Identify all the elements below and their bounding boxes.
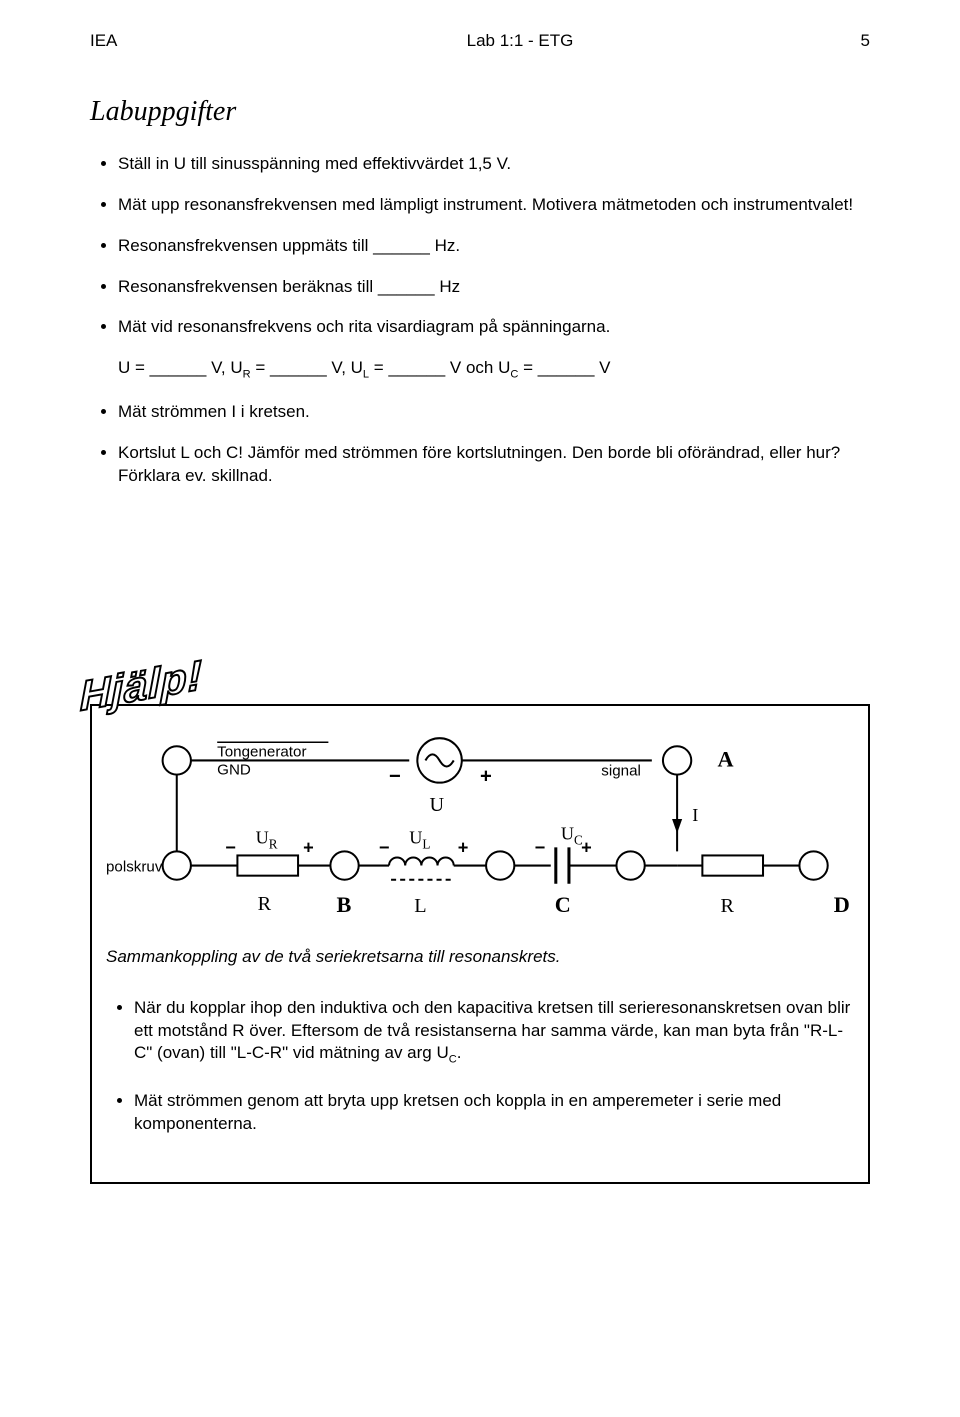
header-left: IEA (90, 30, 210, 53)
minus-label: − (389, 766, 401, 788)
text: . (457, 1043, 462, 1062)
header-center: Lab 1:1 - ETG (210, 30, 830, 53)
section-title: Labuppgifter (90, 93, 870, 131)
tongenerator-label: Tongenerator (217, 744, 306, 761)
task-item: Resonansfrekvensen uppmäts till ______ H… (118, 235, 870, 258)
I-label: I (692, 806, 698, 826)
U-label: U (429, 794, 444, 816)
plus-label: + (303, 838, 314, 858)
task-list: Ställ in U till sinusspänning med effekt… (90, 153, 870, 340)
diagram-caption: Sammankoppling av de två seriekretsarna … (106, 946, 854, 969)
help-item: När du kopplar ihop den induktiva och de… (134, 997, 854, 1068)
L-label: L (414, 896, 426, 918)
R-label: R (258, 893, 272, 915)
task-item: Mät strömmen I i kretsen. (118, 401, 870, 424)
polskruv-label: polskruv (106, 859, 163, 876)
header-page-number: 5 (830, 30, 870, 53)
task-item: Ställ in U till sinusspänning med effekt… (118, 153, 870, 176)
node-A-label: A (718, 747, 734, 772)
plus-label: + (480, 766, 492, 788)
signal-label: signal (601, 763, 641, 780)
measurement-line: U = ______ V, UR = ______ V, UL = ______… (118, 357, 870, 382)
task-item: Mät vid resonansfrekvens och rita visard… (118, 316, 870, 339)
node-D-label: D (834, 893, 850, 918)
UL-label: UL (409, 828, 430, 852)
task-item: Resonansfrekvensen beräknas till ______ … (118, 276, 870, 299)
page-header: IEA Lab 1:1 - ETG 5 (90, 30, 870, 53)
circuit-diagram: Tongenerator GND − + U signal A I (106, 720, 854, 932)
page: IEA Lab 1:1 - ETG 5 Labuppgifter Ställ i… (0, 0, 960, 1417)
plus-label: + (458, 838, 469, 858)
R-label: R (721, 896, 735, 918)
help-list: När du kopplar ihop den induktiva och de… (106, 997, 854, 1136)
minus-label: − (535, 838, 546, 858)
text: Mät strömmen genom att bryta upp kretsen… (134, 1091, 781, 1133)
minus-label: − (225, 838, 236, 858)
subscript: R (243, 369, 251, 381)
task-item: Kortslut L och C! Jämför med strömmen fö… (118, 442, 870, 488)
task-item: Mät upp resonansfrekvensen med lämpligt … (118, 194, 870, 217)
minus-label: − (379, 838, 390, 858)
text: När du kopplar ihop den induktiva och de… (134, 998, 850, 1063)
text: U = ______ V, U (118, 358, 243, 377)
gnd-label: GND (217, 762, 251, 779)
UC-label: UC (561, 824, 583, 848)
plus-label: + (581, 838, 592, 858)
UR-label: UR (256, 828, 278, 852)
node-B-label: B (336, 893, 351, 918)
task-list-2: Mät strömmen I i kretsen. Kortslut L och… (90, 401, 870, 488)
help-item: Mät strömmen genom att bryta upp kretsen… (134, 1090, 854, 1136)
subscript: C (449, 1054, 457, 1066)
diagram-container: Tongenerator GND − + U signal A I (90, 704, 870, 1183)
text: = ______ V och U (369, 358, 510, 377)
text: = ______ V (518, 358, 610, 377)
text: = ______ V, U (251, 358, 363, 377)
node-C-label: C (555, 893, 571, 918)
